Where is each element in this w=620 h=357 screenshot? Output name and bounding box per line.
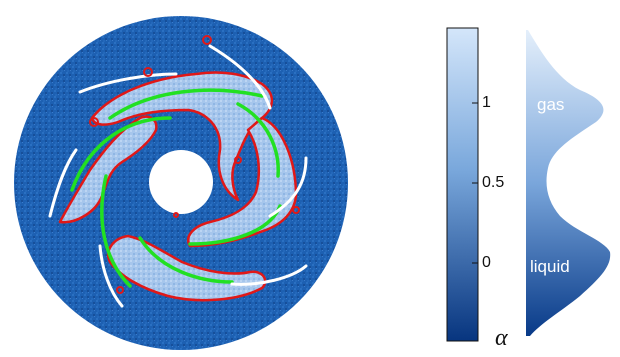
blade-rightupper-green — [236, 102, 280, 178]
colorbar-tick-label-0: 0 — [482, 254, 491, 271]
blade-left-white — [98, 244, 124, 308]
colorbar-ticks — [472, 102, 478, 264]
colorbar-tick-label-05: 0.5 — [482, 174, 505, 191]
gas-label: gas — [537, 95, 565, 114]
blade-bottom-green — [138, 236, 234, 284]
colorbar — [446, 27, 479, 342]
speck — [202, 35, 212, 45]
blades-green — [70, 88, 282, 288]
colorbar-tick-label-1: 1 — [482, 94, 491, 111]
speck — [173, 212, 179, 218]
speck — [292, 206, 300, 214]
blade-left-green — [100, 174, 132, 288]
colorbar-symbol: α — [495, 325, 508, 351]
blade-right-white — [268, 156, 308, 218]
blade-upper-green — [70, 116, 172, 192]
blade-top-green — [108, 88, 264, 120]
blade-top-white — [78, 72, 178, 94]
blade-bottom-white — [230, 264, 308, 286]
impeller-image — [14, 16, 348, 350]
speck — [143, 67, 153, 77]
gas-pocket-bottom — [107, 234, 267, 302]
blade-upper-white — [48, 148, 78, 218]
impeller-hub — [149, 150, 213, 214]
red-specks — [89, 35, 300, 294]
speck — [234, 156, 242, 164]
blades-white — [48, 44, 308, 308]
speck — [116, 286, 124, 294]
phase-distribution — [526, 30, 611, 336]
speck — [89, 117, 99, 127]
blade-rightupper-white — [208, 44, 272, 110]
liquid-label: liquid — [530, 257, 570, 276]
